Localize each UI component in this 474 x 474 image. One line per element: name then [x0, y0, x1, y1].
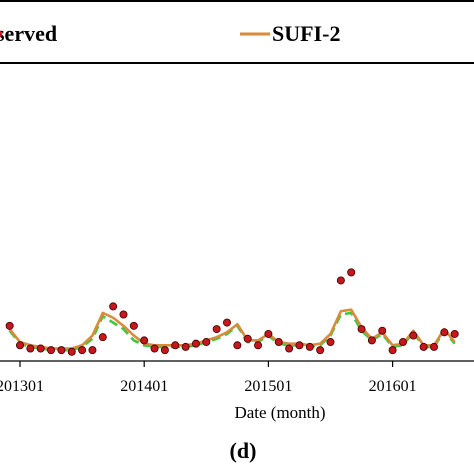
observed-point — [316, 346, 325, 355]
x-axis-label: Date (month) — [234, 403, 325, 422]
observed-point — [429, 342, 438, 351]
observed-point — [264, 329, 273, 338]
observed-point — [450, 329, 459, 338]
observed-point — [129, 321, 138, 330]
observed-point — [295, 341, 304, 350]
observed-point — [274, 338, 283, 347]
legend-observed-label: served — [0, 21, 57, 46]
observed-point — [388, 346, 397, 355]
x-tick-label-1: 201401 — [120, 378, 168, 395]
observed-point — [357, 325, 366, 334]
green-dashed-series — [8, 311, 456, 352]
observed-point — [336, 276, 345, 285]
observed-point — [140, 336, 149, 345]
observed-point — [26, 344, 35, 353]
legend-observed-marker — [0, 30, 2, 38]
observed-point — [378, 326, 387, 335]
observed-point — [160, 346, 169, 355]
observed-point — [212, 325, 221, 334]
observed-point — [326, 338, 335, 347]
observed-point — [440, 328, 449, 337]
x-tick-label-3: 201601 — [369, 378, 417, 395]
observed-point — [305, 342, 314, 351]
observed-point — [98, 333, 107, 342]
observed-point — [171, 341, 180, 350]
observed-point — [233, 341, 242, 350]
green-dashed-line — [8, 311, 456, 352]
observed-point — [78, 346, 87, 355]
observed-point — [222, 318, 231, 327]
observed-point — [409, 331, 418, 340]
x-ticks: 201301 201401 201501 201601 — [0, 361, 417, 395]
observed-point — [202, 338, 211, 347]
observed-point — [191, 339, 200, 348]
observed-point — [243, 334, 252, 343]
observed-point — [47, 346, 56, 355]
observed-point — [109, 302, 118, 311]
observed-point — [88, 346, 97, 355]
panel-label: (d) — [230, 438, 257, 463]
observed-point — [347, 268, 356, 277]
observed-series — [5, 268, 459, 356]
observed-point — [67, 347, 76, 356]
observed-point — [15, 341, 24, 350]
x-tick-label-2: 201501 — [244, 378, 292, 395]
observed-point — [57, 346, 66, 355]
observed-point — [285, 344, 294, 353]
observed-point — [181, 342, 190, 351]
observed-point — [119, 310, 128, 319]
x-tick-label-0: 201301 — [0, 378, 44, 395]
observed-point — [5, 321, 14, 330]
observed-point — [254, 341, 263, 350]
observed-point — [150, 344, 159, 353]
observed-point — [398, 338, 407, 347]
legend-sufi2-label: SUFI-2 — [272, 21, 340, 46]
observed-point — [367, 336, 376, 345]
observed-point — [419, 342, 428, 351]
observed-point — [36, 344, 45, 353]
